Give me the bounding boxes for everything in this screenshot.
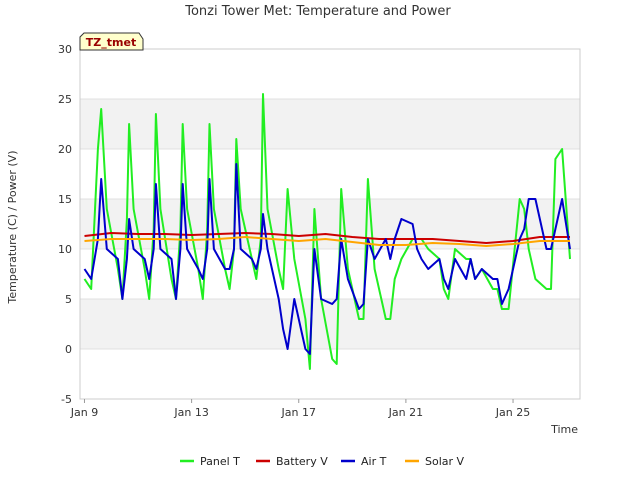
series-lines	[83, 93, 571, 370]
plot-frame	[79, 48, 581, 400]
y-tick-label: 0	[65, 343, 72, 356]
x-tick-label: Jan 9	[70, 406, 98, 419]
y-tick-label: 15	[58, 193, 72, 206]
y-tick-label: -5	[61, 393, 72, 406]
plot-bands	[80, 99, 580, 349]
x-tick-labels: Jan 9 Jan 13 Jan 17 Jan 21 Jan 25	[70, 399, 530, 419]
legend: Panel T Battery V Air T Solar V	[180, 455, 465, 468]
badge-label: TZ_tmet	[86, 36, 136, 49]
y-tick-label: 10	[58, 243, 72, 256]
series-line-solar-v	[84, 236, 570, 247]
station-badge: TZ_tmet	[79, 32, 144, 51]
chart-title: Tonzi Tower Met: Temperature and Power	[184, 4, 451, 19]
x-tick-label: Jan 25	[495, 406, 530, 419]
x-tick-label: Jan 13	[173, 406, 208, 419]
legend-label-battery-v: Battery V	[276, 455, 328, 468]
y-tick-label: 30	[58, 43, 72, 56]
y-tick-label: 5	[65, 293, 72, 306]
plot-band	[80, 299, 580, 349]
y-tick-label: 25	[58, 93, 72, 106]
y-axis-title: Temperature (C) / Power (V)	[6, 150, 19, 304]
legend-label-panel-t: Panel T	[200, 455, 240, 468]
x-tick-label: Jan 17	[281, 406, 316, 419]
legend-label-air-t: Air T	[361, 455, 387, 468]
plot-band	[80, 99, 580, 149]
series-line-air-t	[83, 163, 571, 355]
x-tick-label: Jan 21	[388, 406, 423, 419]
badge-shape	[79, 32, 144, 51]
series-line-battery-v	[84, 232, 570, 244]
legend-label-solar-v: Solar V	[425, 455, 465, 468]
y-tick-label: 20	[58, 143, 72, 156]
x-axis-title: Time	[550, 423, 578, 436]
y-tick-labels: -5 0 5 10 15 20 25 30	[58, 43, 72, 406]
